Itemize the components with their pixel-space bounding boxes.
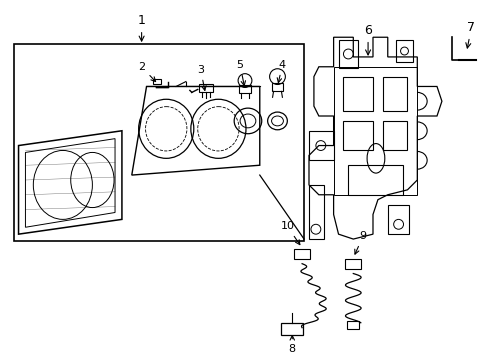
Bar (383, 77, 408, 111)
Bar (343, 121, 373, 150)
Text: 8: 8 (289, 336, 296, 354)
Bar (239, 85, 251, 93)
Text: 7: 7 (466, 21, 475, 48)
Bar (281, 323, 303, 334)
Text: 2: 2 (138, 62, 156, 82)
Text: 9: 9 (355, 231, 367, 254)
Bar (339, 40, 358, 68)
Text: 1: 1 (138, 14, 146, 41)
Bar (334, 67, 417, 195)
Bar (347, 321, 359, 329)
Bar (199, 85, 213, 93)
Text: 5: 5 (237, 60, 245, 85)
Bar (343, 77, 373, 111)
Bar (14, 44, 304, 241)
Bar (348, 165, 402, 195)
Bar (309, 131, 334, 160)
Bar (395, 40, 414, 62)
Text: 3: 3 (197, 65, 206, 90)
Bar (153, 78, 161, 84)
Text: 4: 4 (277, 60, 286, 82)
Text: 10: 10 (280, 221, 300, 244)
Bar (271, 82, 283, 91)
Bar (383, 121, 408, 150)
Bar (388, 204, 410, 234)
Bar (345, 259, 361, 269)
Text: 6: 6 (364, 24, 372, 55)
Bar (294, 249, 310, 259)
